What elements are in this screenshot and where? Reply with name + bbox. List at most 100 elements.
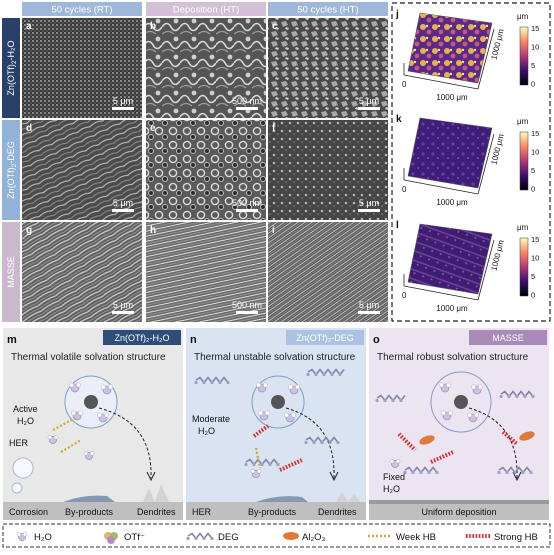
scale-label: 500 nm	[232, 300, 262, 310]
afm-colorbar	[519, 26, 529, 86]
afm-y-label: 1000 μm	[489, 239, 505, 272]
deg-chain-icon	[403, 466, 439, 475]
water-molecule-icon	[47, 435, 59, 444]
zinc-ion-icon	[271, 395, 285, 409]
solvation-sheath	[430, 371, 492, 433]
scale-label: 5 μm	[359, 300, 379, 310]
afm-colorbar-tick: 5	[531, 61, 535, 70]
column-header-label: Deposition (HT)	[173, 5, 240, 16]
scheme-title: Thermal unstable solvation structure	[194, 352, 356, 363]
hydrogen-bubble-icon	[11, 482, 23, 494]
solvation-sheath	[251, 375, 305, 429]
migration-arrow	[98, 407, 152, 479]
water-molecule-icon	[441, 410, 453, 421]
afm-axis-x	[403, 179, 479, 195]
sem-panel-a: a 5 μm	[22, 18, 142, 118]
zinc-substrate	[186, 502, 366, 520]
legend-item-otf: OTf⁻	[104, 532, 145, 544]
deg-chain-icon	[497, 466, 533, 475]
column-header-label: 50 cycles (RT)	[51, 5, 112, 16]
scheme-label: By-products	[65, 507, 114, 517]
afm-colorbar-tick: 15	[531, 129, 539, 138]
panel-letter: f	[272, 123, 276, 134]
afm-colorbar-tick: 10	[531, 43, 539, 52]
scheme-title: Thermal robust solvation structure	[377, 352, 529, 363]
scale-bar	[358, 107, 380, 110]
scheme-badge	[469, 330, 547, 345]
legend-item-weak-hb: Week HB	[368, 532, 436, 543]
row-label-text: Zn(OTf)2-H₂O	[6, 40, 18, 95]
scheme-label: H₂O	[17, 416, 34, 426]
zinc-substrate	[369, 502, 549, 520]
panel-letter: o	[373, 334, 380, 346]
afm-y-label: 1000 μm	[489, 133, 505, 166]
sem-panel-h: h 500 nm	[146, 222, 266, 322]
scheme-label: Corrosion	[9, 507, 48, 517]
afm-colorbar	[519, 131, 529, 191]
scale-label: 5 μm	[113, 96, 133, 106]
water-molecule-icon	[16, 532, 28, 541]
scale-label: 5 μm	[359, 198, 379, 208]
sem-panel-e: e 500 nm	[146, 120, 266, 220]
scale-label: 5 μm	[359, 96, 379, 106]
water-molecule-icon	[83, 451, 95, 460]
arrow-head-icon	[329, 471, 339, 482]
panel-letter: c	[272, 21, 278, 32]
scheme-title: Thermal volatile solvation structure	[11, 352, 166, 363]
water-molecule-icon	[439, 382, 451, 393]
panel-letter: j	[395, 9, 399, 20]
scheme-label: Dendrites	[318, 507, 357, 517]
hydrogen-bubble-icon	[12, 457, 34, 479]
water-molecule-icon	[69, 382, 81, 393]
scheme-panel-o: o MASSE Thermal robust solvation structure…	[369, 328, 549, 520]
deg-chain-icon	[499, 390, 535, 399]
strong-hb-mark	[430, 450, 454, 464]
al2o3-icon	[283, 532, 299, 540]
afm-colorbar-unit: μm	[517, 117, 529, 126]
legend-frame	[2, 523, 551, 548]
scale-bar	[358, 209, 380, 212]
water-molecule-icon	[256, 382, 268, 393]
column-header-2: Deposition (HT)	[146, 2, 266, 16]
scale-label: 5 μm	[113, 198, 133, 208]
migration-arrow	[285, 407, 335, 479]
panel-letter: i	[272, 225, 275, 236]
row-label-1: Zn(OTf)2-H₂O	[2, 18, 20, 118]
water-molecule-icon	[467, 412, 479, 423]
deg-chain-icon	[306, 368, 345, 377]
scheme-panel-m: m Zn(OTf)₂-H₂O Thermal volatile solvation …	[3, 328, 183, 520]
panel-letter: b	[150, 21, 156, 32]
water-molecule-icon	[101, 384, 113, 395]
column-header-label: 50 cycles (HT)	[297, 5, 358, 16]
sem-panel-b: b 500 nm	[146, 18, 266, 118]
water-molecule-icon	[471, 384, 483, 395]
deg-chain-icon	[186, 532, 214, 541]
column-header-3: 50 cycles (HT)	[268, 2, 388, 16]
scale-label: 500 nm	[232, 96, 262, 106]
scheme-label: Uniform deposition	[421, 507, 496, 517]
al2o3-particle-icon	[519, 431, 535, 441]
afm-colorbar-tick: 0	[531, 80, 535, 89]
water-molecule-icon	[250, 469, 262, 478]
strong-hb-mark	[279, 458, 303, 472]
weak-hb-mark	[52, 417, 76, 431]
zinc-ion-icon	[84, 395, 98, 409]
by-products-deposit	[256, 496, 308, 502]
scale-bar	[236, 107, 258, 110]
afm-colorbar-tick: 10	[531, 254, 539, 263]
panel-letter: l	[396, 220, 399, 231]
row-label-text: MASSE	[6, 256, 16, 288]
afm-origin-label: 0	[402, 291, 407, 300]
afm-axis-x	[403, 285, 479, 301]
by-products-deposit	[63, 495, 115, 502]
scheme-panel-n: n Zn(OTf)₂-DEG Thermal unstable solvation …	[186, 328, 366, 520]
water-molecule-icon	[284, 412, 296, 423]
water-molecule-icon	[288, 384, 300, 395]
legend-label: DEG	[218, 532, 239, 543]
scheme-badge-label: MASSE	[492, 333, 524, 343]
afm-x-label: 1000 μm	[436, 93, 468, 102]
